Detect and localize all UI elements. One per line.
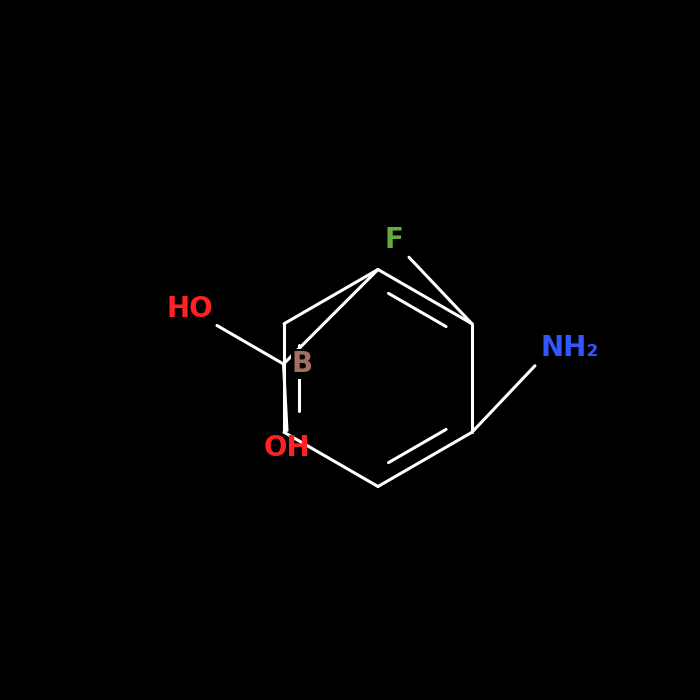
Text: F: F (384, 226, 403, 254)
Text: B: B (292, 350, 313, 378)
Text: NH₂: NH₂ (540, 335, 599, 363)
Text: HO: HO (167, 295, 214, 323)
Text: OH: OH (264, 434, 310, 462)
